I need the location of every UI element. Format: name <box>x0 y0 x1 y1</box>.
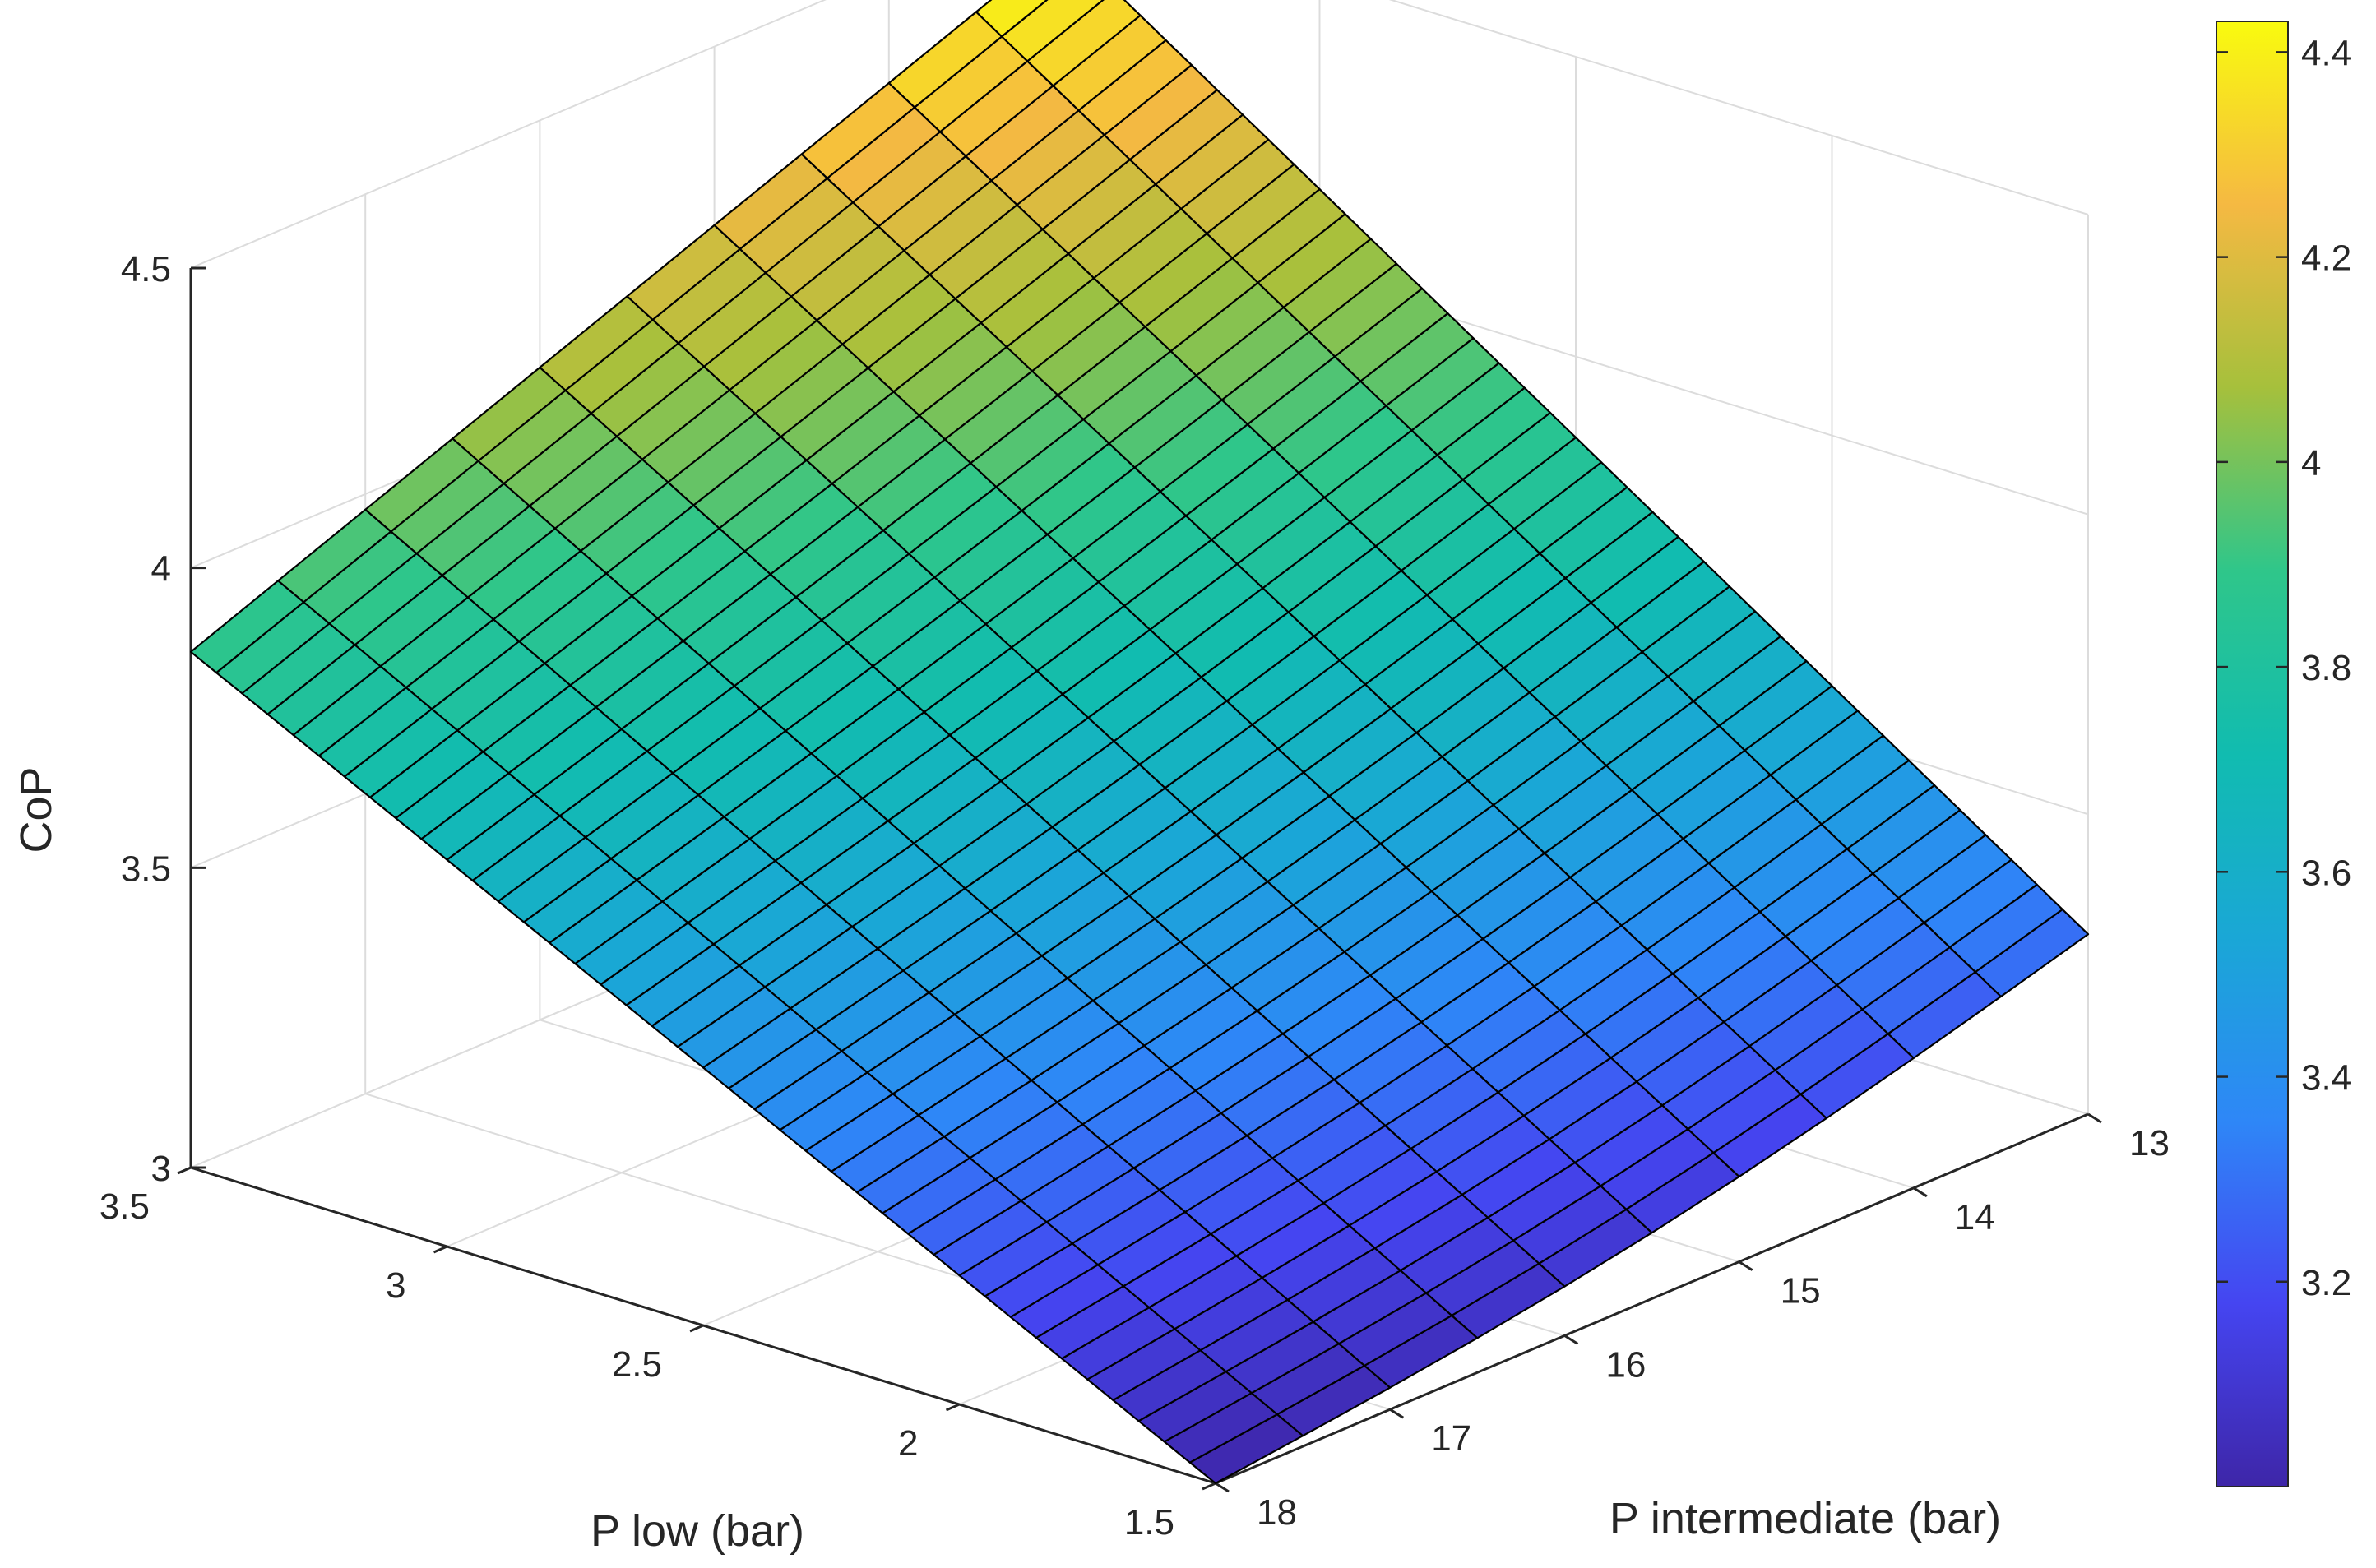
z-axis-label: CoP <box>12 766 61 853</box>
axes <box>177 266 2102 1493</box>
x-tick-label: 14 <box>1955 1197 1995 1237</box>
y-tick-label: 2 <box>898 1423 918 1464</box>
z-tick-label: 4.5 <box>121 249 171 289</box>
x-tick <box>1738 1260 1753 1271</box>
colorbar: 3.2 3.4 3.6 3.8 4 4.2 4.4 <box>2216 21 2351 1487</box>
colorbar-gradient <box>2216 21 2289 1487</box>
y-tick-label: 1.5 <box>1124 1502 1174 1543</box>
x-tick-label: 17 <box>1431 1418 1471 1459</box>
x-tick-label: 15 <box>1781 1271 1821 1311</box>
x-tick <box>2087 1112 2102 1124</box>
x-tick-label: 16 <box>1605 1344 1646 1385</box>
z-tick-label: 3 <box>151 1149 171 1189</box>
y-tick-label: 3 <box>386 1265 405 1306</box>
y-tick-label: 2.5 <box>612 1344 662 1385</box>
colorbar-tick-label: 4 <box>2301 443 2321 483</box>
y-axis-label: P low (bar) <box>591 1506 804 1556</box>
y-tick-label: 3.5 <box>100 1186 150 1227</box>
y-tick <box>177 1166 192 1175</box>
x-tick <box>1389 1408 1404 1419</box>
y-tick <box>945 1403 961 1412</box>
surface-cell <box>189 580 305 674</box>
y-tick <box>689 1324 704 1333</box>
surface-mesh <box>189 0 2090 1485</box>
z-tick-label: 4 <box>151 549 171 590</box>
y-tick <box>433 1245 448 1254</box>
z-tick-label: 3.5 <box>121 849 171 889</box>
y-tick <box>1202 1482 1216 1491</box>
x-axis-label: P intermediate (bar) <box>1609 1494 2001 1543</box>
x-tick <box>1913 1186 1928 1198</box>
colorbar-tick-label: 3.4 <box>2301 1058 2351 1099</box>
x-tick-label: 13 <box>2129 1123 2170 1163</box>
colorbar-tick-label: 4.2 <box>2301 238 2351 279</box>
colorbar-tick-label: 3.2 <box>2301 1263 2351 1303</box>
colorbar-tick-label: 4.4 <box>2301 33 2351 73</box>
colorbar-tick-label: 3.8 <box>2301 648 2351 688</box>
colorbar-tick-label: 3.6 <box>2301 853 2351 893</box>
x-tick <box>1563 1334 1579 1345</box>
grid-line-wall-z <box>1388 0 2089 215</box>
x-axis-line <box>1215 1112 2089 1485</box>
x-tick <box>1215 1482 1230 1493</box>
axis-labels: CoP P low (bar) P intermediate (bar) <box>12 766 2001 1556</box>
grid-line-wall-z <box>190 0 827 269</box>
x-tick-label: 18 <box>1257 1492 1297 1533</box>
